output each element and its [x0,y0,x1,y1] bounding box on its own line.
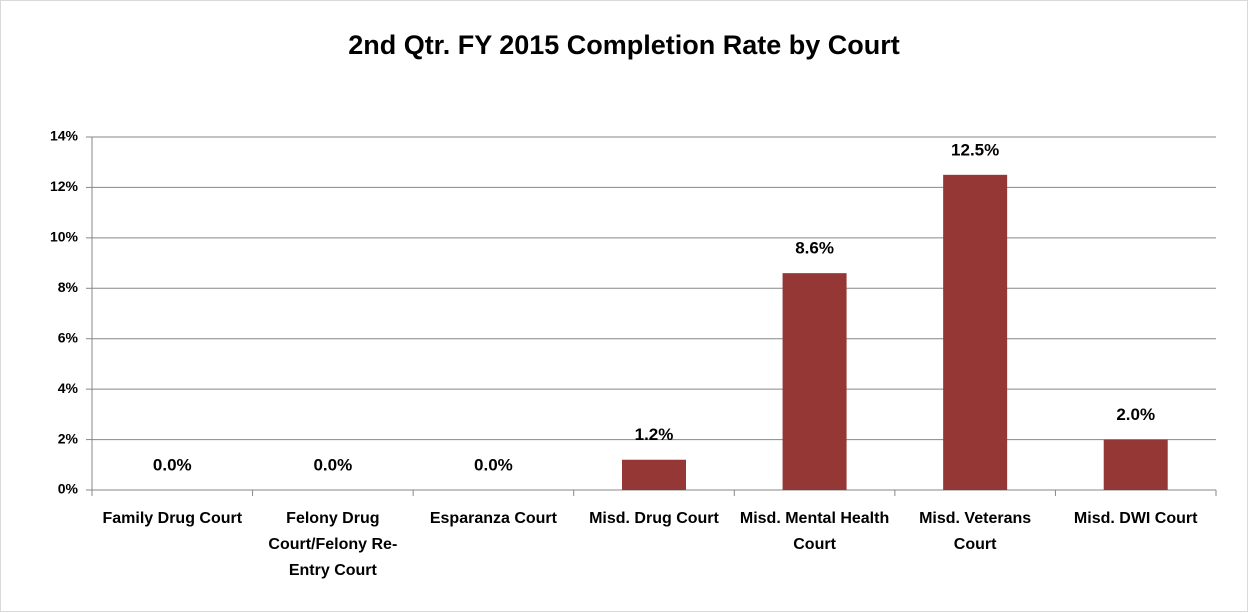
x-tick-label: Misd. DWI Court [1073,510,1198,527]
data-label: 0.0% [153,455,192,474]
bar [1103,439,1168,490]
y-tick-label: 6% [58,329,79,345]
data-label: 12.5% [951,140,999,159]
x-tick-label: Misd. Veterans Court [919,510,1032,553]
x-tick-label: Felony Drug Court/Felony Re-Entry Court [268,510,398,579]
x-tick-label: Misd. Mental Health Court [739,510,890,553]
chart-title: 2nd Qtr. FY 2015 Completion Rate by Cour… [348,30,900,60]
data-label: 0.0% [313,455,352,474]
x-tick-label: Esparanza Court [429,510,557,527]
data-label: 1.2% [635,425,674,444]
data-label: 8.6% [795,239,834,258]
x-tick-label: Family Drug Court [102,510,243,527]
data-label: 2.0% [1116,405,1155,424]
bar [622,459,686,490]
y-tick-label: 4% [58,380,79,396]
y-tick-label: 12% [50,178,79,194]
y-tick-label: 2% [58,430,79,446]
bar [943,174,1008,491]
y-tick-label: 8% [58,279,79,295]
x-tick-label: Misd. Drug Court [589,510,719,527]
y-tick-label: 14% [50,128,79,144]
bar [782,273,847,490]
y-tick-label: 10% [50,229,79,245]
data-label: 0.0% [474,455,513,474]
y-tick-label: 0% [58,481,79,497]
